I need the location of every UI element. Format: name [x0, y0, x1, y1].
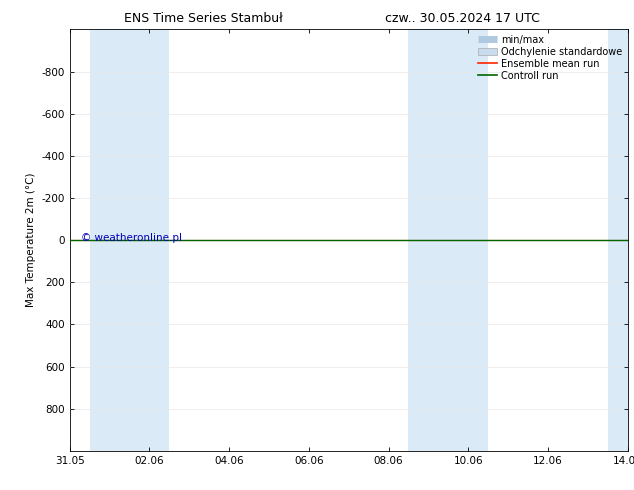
Bar — [448, 29, 488, 451]
Text: ENS Time Series Stambuł: ENS Time Series Stambuł — [124, 12, 282, 25]
Bar — [129, 29, 169, 451]
Bar — [408, 29, 448, 451]
Bar — [89, 29, 129, 451]
Bar — [608, 29, 628, 451]
Text: © weatheronline.pl: © weatheronline.pl — [81, 233, 182, 243]
Y-axis label: Max Temperature 2m (°C): Max Temperature 2m (°C) — [26, 173, 36, 307]
Text: czw.. 30.05.2024 17 UTC: czw.. 30.05.2024 17 UTC — [385, 12, 540, 25]
Legend: min/max, Odchylenie standardowe, Ensemble mean run, Controll run: min/max, Odchylenie standardowe, Ensembl… — [474, 31, 626, 84]
